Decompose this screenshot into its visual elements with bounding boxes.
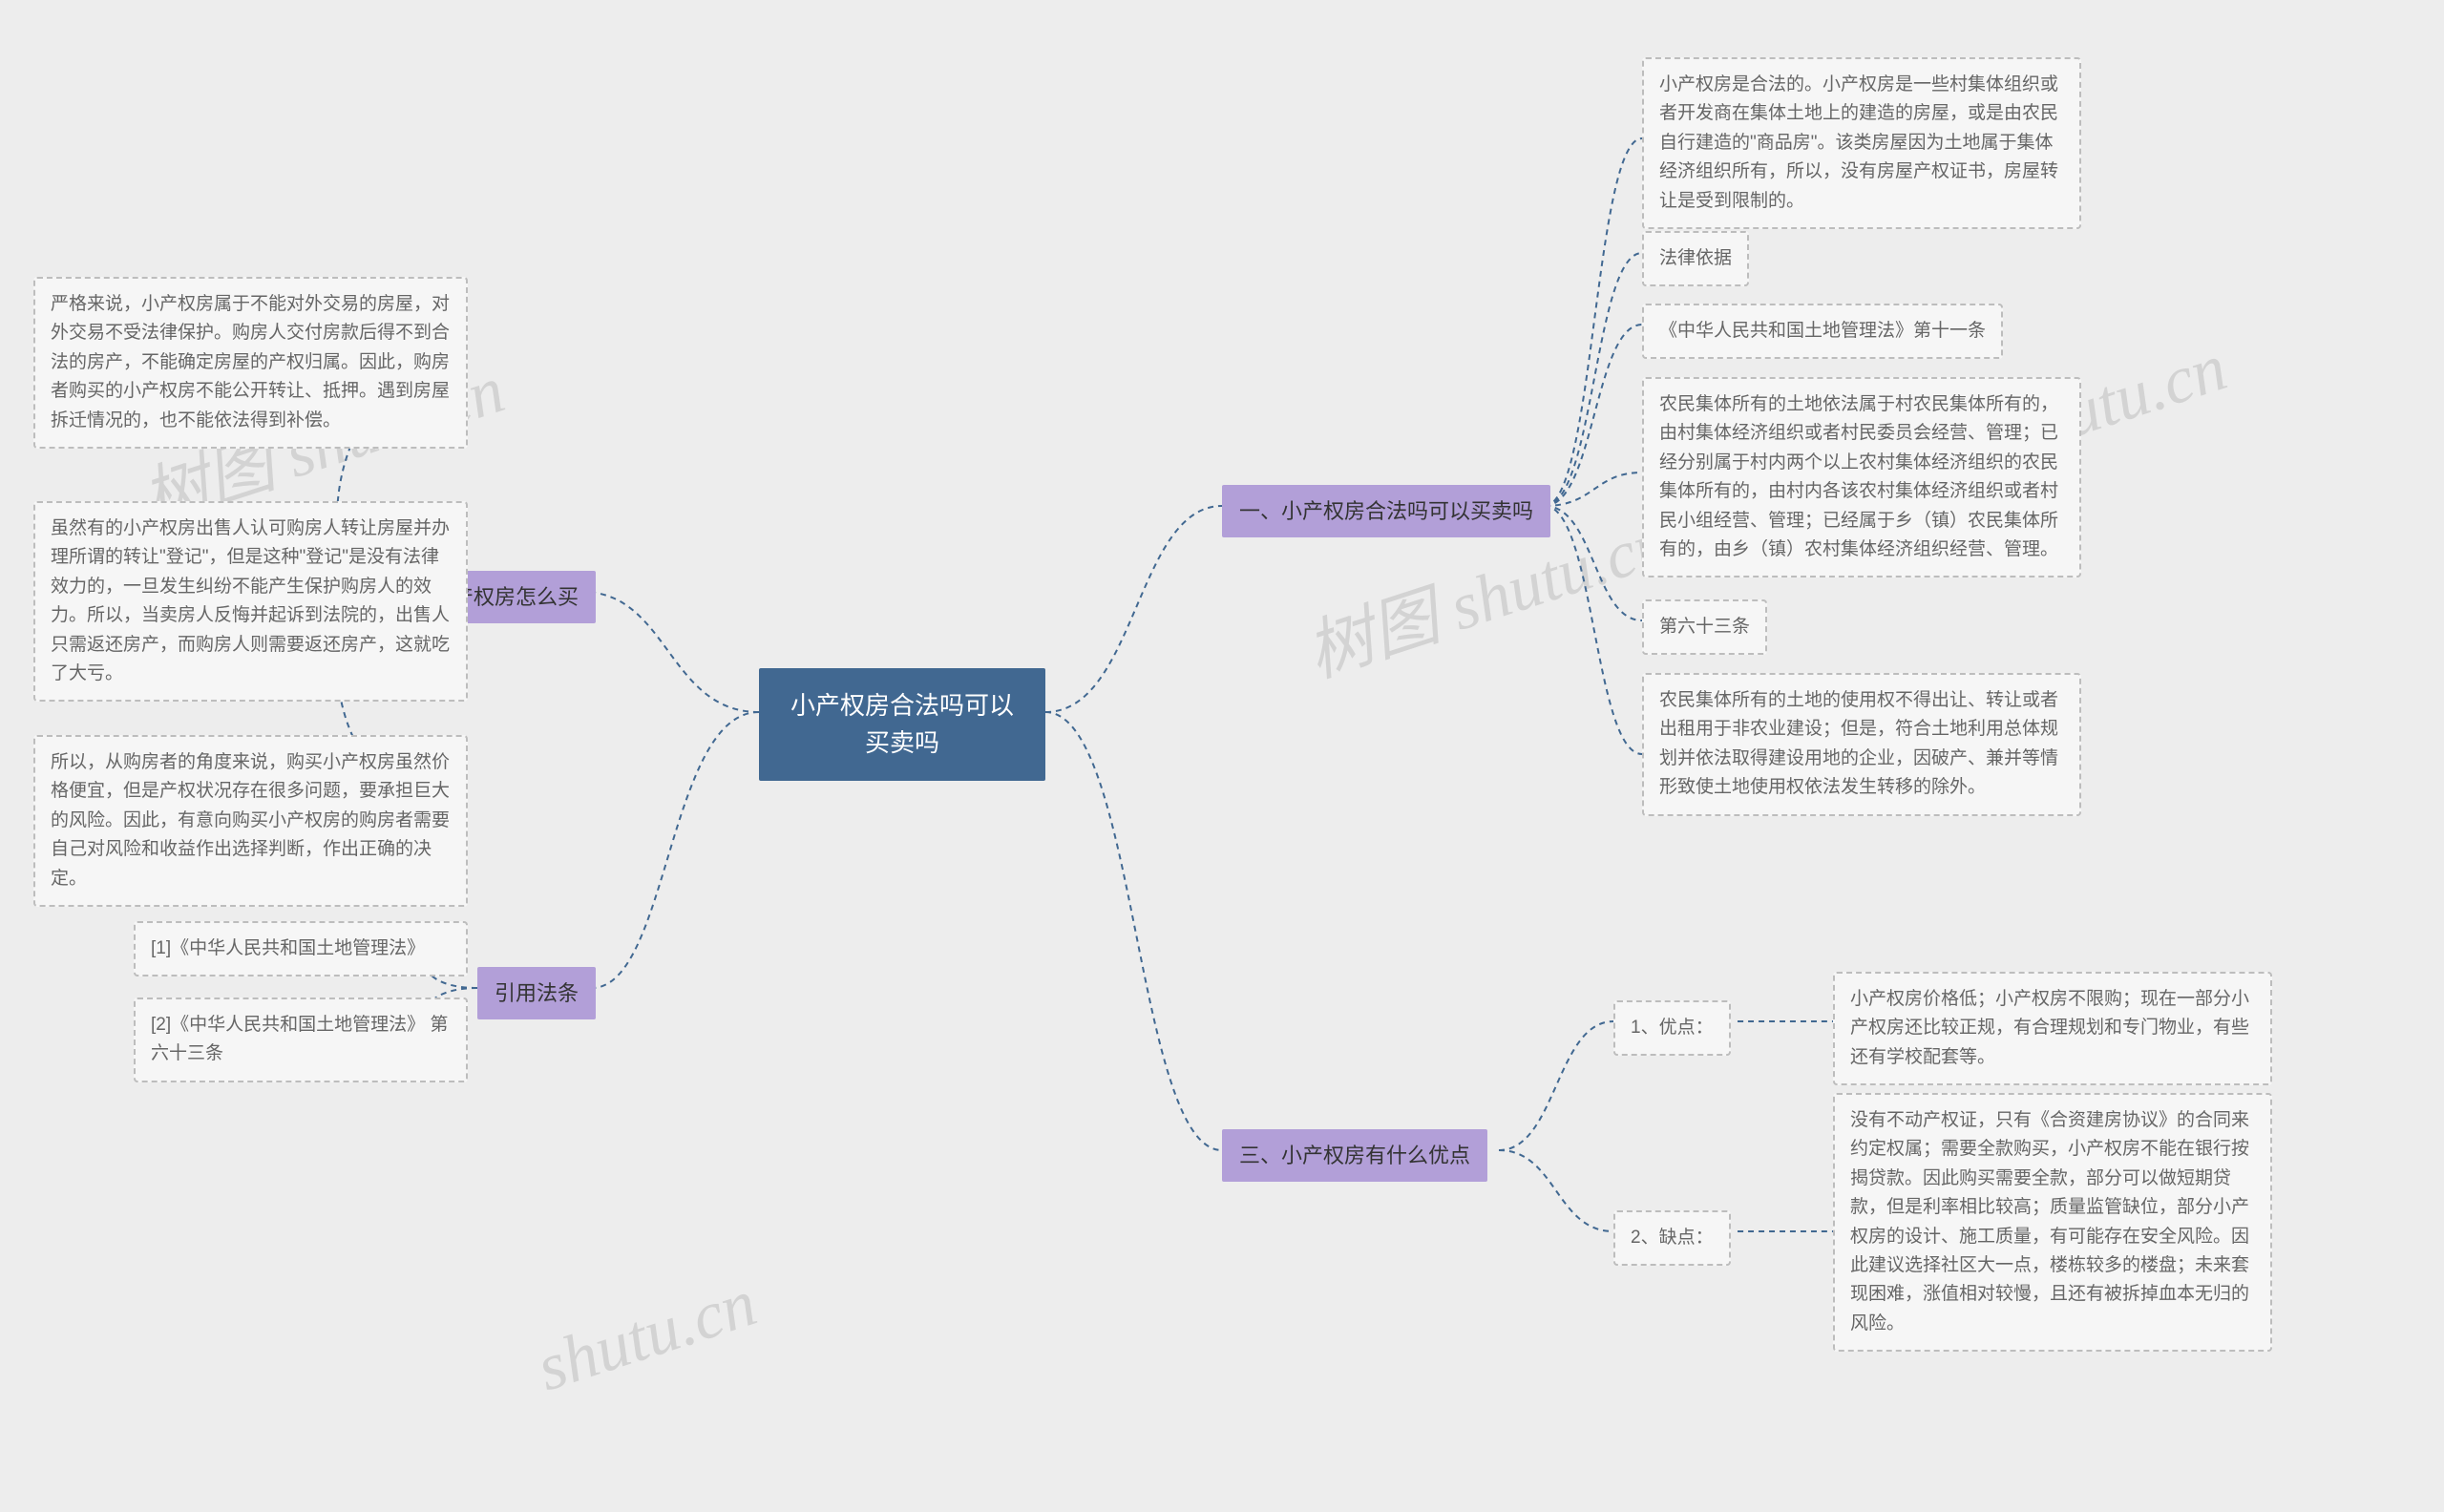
b1-leaf-4: 农民集体所有的土地依法属于村农民集体所有的，由村集体经济组织或者村民委员会经营、…	[1642, 377, 2081, 578]
b3-leaf-1: 小产权房价格低；小产权房不限购；现在一部分小产权房还比较正规，有合理规划和专门物…	[1833, 972, 2272, 1085]
b1-leaf-6: 农民集体所有的土地的使用权不得出让、转让或者出租用于非农业建设；但是，符合土地利…	[1642, 673, 2081, 816]
branch-4: 引用法条	[477, 967, 596, 1019]
b3-leaf-2: 没有不动产权证，只有《合资建房协议》的合同来约定权属；需要全款购买，小产权房不能…	[1833, 1093, 2272, 1352]
b4-leaf-2: [2]《中华人民共和国土地管理法》 第六十三条	[134, 998, 468, 1082]
b4-leaf-1: [1]《中华人民共和国土地管理法》	[134, 921, 468, 976]
watermark: shutu.cn	[528, 1266, 765, 1408]
branch-3: 三、小产权房有什么优点	[1222, 1129, 1487, 1182]
b3-sub-2: 2、缺点：	[1613, 1210, 1731, 1266]
b1-leaf-5: 第六十三条	[1642, 599, 1767, 655]
branch-1: 一、小产权房合法吗可以买卖吗	[1222, 485, 1550, 537]
b3-sub-1: 1、优点：	[1613, 1000, 1731, 1056]
b2-leaf-3: 所以，从购房者的角度来说，购买小产权房虽然价格便宜，但是产权状况存在很多问题，要…	[33, 735, 468, 907]
b1-leaf-1: 小产权房是合法的。小产权房是一些村集体组织或者开发商在集体土地上的建造的房屋，或…	[1642, 57, 2081, 229]
b2-leaf-2: 虽然有的小产权房出售人认可购房人转让房屋并办理所谓的转让"登记"，但是这种"登记…	[33, 501, 468, 702]
root-node: 小产权房合法吗可以买卖吗	[759, 668, 1045, 781]
b1-leaf-3: 《中华人民共和国土地管理法》第十一条	[1642, 304, 2003, 359]
b1-leaf-2: 法律依据	[1642, 231, 1749, 286]
b2-leaf-1: 严格来说，小产权房属于不能对外交易的房屋，对外交易不受法律保护。购房人交付房款后…	[33, 277, 468, 449]
